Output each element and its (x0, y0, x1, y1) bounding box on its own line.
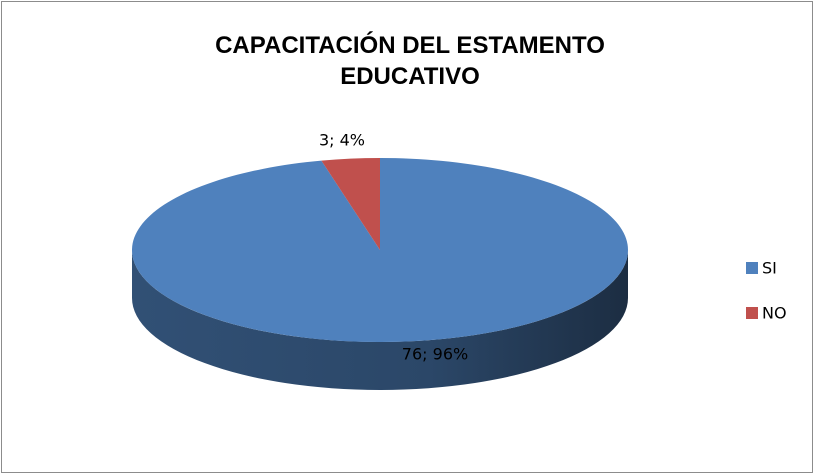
legend-label: NO (762, 304, 787, 323)
legend-swatch (746, 262, 758, 274)
data-label: 3; 4% (319, 131, 365, 150)
data-label: 76; 96% (402, 345, 468, 364)
legend-label: SI (762, 259, 777, 278)
pie-slice (131, 158, 628, 343)
chart-title: CAPACITACIÓN DEL ESTAMENTO EDUCATIVO (215, 32, 605, 90)
legend-swatch (746, 307, 758, 319)
pie-slice (321, 158, 380, 250)
pie-side (132, 250, 628, 390)
